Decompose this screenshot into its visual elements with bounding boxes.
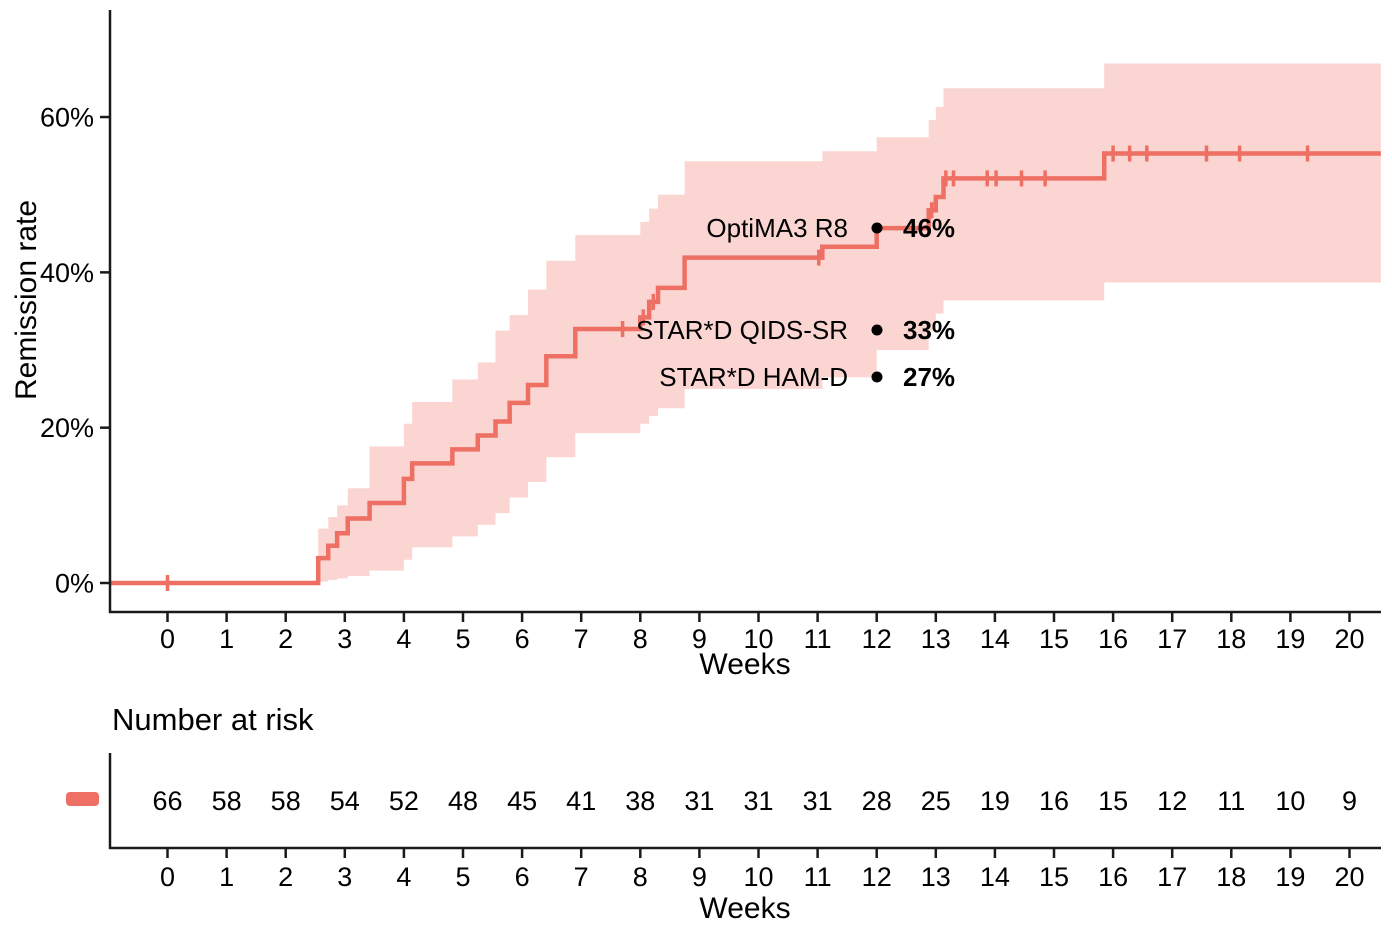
risk-count: 52 (389, 786, 419, 816)
x-tick-label: 11 (804, 624, 832, 654)
risk-x-tick-label: 1 (219, 862, 234, 892)
risk-x-tick-label: 16 (1098, 862, 1128, 892)
risk-x-tick-label: 7 (574, 862, 589, 892)
annotation-optima3-r8: OptiMA3 R8 46% (706, 213, 955, 243)
x-tick-label: 10 (743, 624, 773, 654)
x-tick-label: 17 (1157, 624, 1187, 654)
x-tick-label: 9 (692, 624, 707, 654)
risk-x-tick-label: 5 (455, 862, 470, 892)
confidence-band (318, 63, 1381, 582)
risk-x-tick-label: 4 (396, 862, 411, 892)
risk-x-tick-label: 11 (804, 862, 832, 892)
annotation-optima3-value: 46% (903, 213, 955, 243)
risk-count: 48 (448, 786, 478, 816)
risk-x-tick-label: 19 (1275, 862, 1305, 892)
x-tick-label: 13 (921, 624, 951, 654)
risk-count: 38 (625, 786, 655, 816)
x-tick-label: 14 (980, 624, 1010, 654)
risk-x-tick-label: 15 (1039, 862, 1069, 892)
risk-x-tick-label: 9 (692, 862, 707, 892)
y-tick-label: 40% (40, 258, 94, 288)
annotation-hamd-label: STAR*D HAM-D (659, 362, 848, 392)
risk-x-tick-label: 10 (743, 862, 773, 892)
x-tick-label: 7 (574, 624, 589, 654)
x-tick-label: 19 (1275, 624, 1305, 654)
risk-count: 16 (1039, 786, 1069, 816)
risk-count: 58 (271, 786, 301, 816)
risk-count: 25 (921, 786, 951, 816)
risk-x-tick-label: 14 (980, 862, 1010, 892)
x-tick-label: 18 (1216, 624, 1246, 654)
x-tick-label: 3 (337, 624, 352, 654)
x-tick-label: 2 (278, 624, 293, 654)
risk-x-tick-label: 2 (278, 862, 293, 892)
risk-x-tick-label: 20 (1334, 862, 1364, 892)
annotation-qids-value: 33% (903, 315, 955, 345)
annotation-qids-dot (871, 324, 883, 336)
risk-count: 11 (1217, 786, 1245, 816)
risk-x-tick-label: 8 (633, 862, 648, 892)
annotation-stard-ham-d: STAR*D HAM-D 27% (659, 362, 955, 392)
annotation-qids-label: STAR*D QIDS-SR (636, 315, 848, 345)
x-tick-label: 12 (862, 624, 892, 654)
risk-count: 28 (862, 786, 892, 816)
x-tick-label: 15 (1039, 624, 1069, 654)
ci-band-area (318, 63, 1381, 582)
risk-count: 15 (1098, 786, 1128, 816)
x-tick-label: 0 (160, 624, 175, 654)
risk-count: 58 (212, 786, 242, 816)
y-tick-label: 20% (40, 413, 94, 443)
annotation-stard-qids-sr: STAR*D QIDS-SR 33% (636, 315, 955, 345)
risk-x-tick-label: 0 (160, 862, 175, 892)
x-tick-label: 20 (1334, 624, 1364, 654)
x-tick-label: 1 (219, 624, 234, 654)
x-axis-title: Weeks (699, 648, 790, 681)
annotation-hamd-dot (871, 371, 883, 383)
risk-x-tick-label: 3 (337, 862, 352, 892)
risk-x-tick-label: 13 (921, 862, 951, 892)
risk-count: 31 (684, 786, 714, 816)
x-tick-label: 6 (515, 624, 530, 654)
x-tick-label: 4 (396, 624, 411, 654)
risk-count: 41 (566, 786, 596, 816)
risk-table-title: Number at risk (112, 702, 314, 737)
risk-count: 45 (507, 786, 537, 816)
risk-count: 19 (980, 786, 1010, 816)
y-tick-label: 60% (40, 103, 94, 133)
km-step-curve (110, 151, 1381, 586)
risk-legend-dash-icon (66, 792, 99, 806)
risk-count: 66 (152, 786, 182, 816)
x-tick-label: 5 (455, 624, 470, 654)
risk-x-axis-title: Weeks (699, 892, 790, 925)
risk-count: 12 (1157, 786, 1187, 816)
risk-count: 10 (1275, 786, 1305, 816)
risk-x-tick-label: 6 (515, 862, 530, 892)
risk-x-tick-label: 18 (1216, 862, 1246, 892)
risk-count: 31 (803, 786, 833, 816)
annotation-optima3-dot (871, 222, 883, 234)
x-tick-label: 16 (1098, 624, 1128, 654)
annotation-optima3-label: OptiMA3 R8 (706, 213, 848, 243)
risk-count: 9 (1342, 786, 1357, 816)
y-axis-title: Remission rate (10, 200, 43, 400)
risk-x-tick-label: 12 (862, 862, 892, 892)
censor-ticks (165, 145, 1310, 591)
km-curve-path (110, 151, 1381, 586)
risk-x-tick-label: 17 (1157, 862, 1187, 892)
risk-count: 31 (743, 786, 773, 816)
x-tick-label: 8 (633, 624, 648, 654)
risk-table-dynamic: 66 0 58 1 58 2 54 3 52 4 48 5 45 6 41 7 38 8 31 9 31 10 31 11 28… (108, 753, 1381, 892)
annotation-hamd-value: 27% (903, 362, 955, 392)
risk-count: 54 (330, 786, 360, 816)
y-tick-label: 0% (55, 569, 94, 599)
axes: 0%20%40%60%0 1 2 3 4 5 6 7 8 9 10 11 12 13 14 15 16 17 18 1… (40, 10, 1381, 654)
